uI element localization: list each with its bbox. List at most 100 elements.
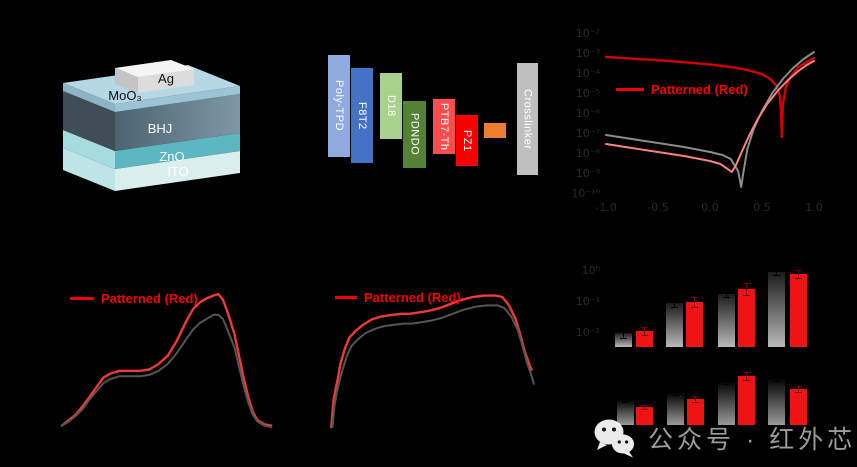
curve-patterned	[330, 294, 533, 429]
error-cap	[795, 278, 802, 280]
x-tick-label: 0.5	[753, 201, 771, 214]
curve-patterned	[60, 292, 273, 427]
curve-control-dark	[605, 51, 815, 188]
energy-bar-label: Crosslinker	[521, 88, 534, 150]
curve-patterned-dark	[605, 60, 815, 173]
error-bar	[776, 268, 777, 275]
device-layer-label-zno: ZnO	[159, 149, 184, 164]
y-tick-label: 10⁻²	[575, 326, 600, 339]
error-cap	[641, 334, 648, 336]
error-cap	[743, 379, 750, 381]
spectral-plot: Patterned (Red)	[290, 240, 570, 467]
energy-bar-label: D18	[385, 95, 397, 117]
spectral-plot-svg	[330, 294, 535, 429]
error-cap	[641, 405, 648, 407]
jv-legend: Patterned (Red)	[616, 82, 748, 97]
bar-patterned-3	[738, 289, 755, 347]
error-bar	[746, 283, 747, 296]
energy-bar-crosslinker-swatch	[484, 123, 506, 138]
bar-chart-host: 10⁰ 10⁻¹ 10⁻²	[560, 235, 857, 467]
bar-charts: 10⁰ 10⁻¹ 10⁻²	[560, 235, 857, 467]
error-cap	[671, 306, 678, 308]
moo3-left-face	[63, 83, 115, 112]
error-cap	[620, 328, 627, 330]
bar-patterned-2-4	[790, 389, 807, 425]
x-tick-label: 0.0	[701, 201, 719, 214]
y-tick-label: 10⁻⁴	[576, 67, 601, 80]
bar-control-3	[718, 293, 735, 347]
device-stack-drawing: Ag MoO₃ BHJ ZnO ITO	[63, 60, 240, 191]
x-tick-label: 1.0	[805, 201, 823, 214]
error-bar	[623, 328, 624, 339]
energy-bar-poly-tpd: Poly-TPD	[328, 55, 350, 157]
error-cap	[773, 274, 780, 276]
error-cap	[795, 386, 802, 388]
bar-control-2-3	[718, 382, 735, 425]
error-bar	[644, 405, 645, 410]
y-tick-label: 10⁻⁵	[576, 87, 600, 100]
curve-patterned-light	[604, 55, 816, 139]
y-tick-label: 10⁻⁹	[576, 167, 600, 180]
energy-bars-host: Poly-TPD F8T2 D18 PDNDO PTB7-Th PZ1 Crosslinke…	[300, 20, 560, 220]
y-tick-label: 10⁻³	[576, 47, 600, 60]
error-cap	[743, 295, 750, 297]
curve-control	[60, 313, 273, 428]
error-cap	[620, 338, 627, 340]
y-tick-label: 10⁻¹⁰	[571, 187, 600, 200]
wechat-icon	[594, 419, 634, 458]
error-cap	[672, 394, 679, 396]
legend-line	[335, 296, 357, 299]
error-cap	[692, 395, 699, 397]
energy-bar-label: Poly-TPD	[333, 80, 345, 132]
bhj-left-face	[63, 91, 115, 151]
y-tick-label: 10⁻¹	[575, 295, 600, 308]
energy-bar-pz1: PZ1	[456, 115, 478, 166]
energy-bar-d18: D18	[380, 73, 402, 139]
energy-level-diagram: Poly-TPD F8T2 D18 PDNDO PTB7-Th PZ1 Crosslinke…	[300, 20, 560, 220]
error-bar	[798, 386, 799, 393]
error-cap	[641, 326, 648, 328]
error-bar	[726, 290, 727, 297]
energy-bar-crosslinker: Crosslinker	[517, 63, 538, 175]
y-tick-label: 10⁻⁸	[576, 147, 601, 160]
energy-bar-pdndo: PDNDO	[403, 101, 426, 168]
legend-line	[70, 297, 94, 300]
ito-front-face	[115, 151, 240, 191]
jv-plot: -1.0 -0.5 0.0 0.5 1.0 10⁻² 10⁻³ 10⁻⁴ 10⁻⁵ 10⁻⁶ 10⁻…	[560, 0, 857, 230]
error-cap	[723, 380, 730, 382]
legend-label: Patterned (Red)	[651, 82, 748, 97]
error-bar	[695, 395, 696, 402]
energy-bar-label: PTB7-Th	[438, 102, 450, 151]
y-tick-label: 10⁻⁶	[576, 107, 601, 120]
energy-bar-f8t2: F8T2	[351, 68, 373, 163]
energy-bar-ptb7-th: PTB7-Th	[433, 99, 455, 154]
error-cap	[723, 384, 730, 386]
error-cap	[641, 409, 648, 411]
error-bar	[644, 326, 645, 335]
error-cap	[795, 392, 802, 394]
device-structure-diagram: Ag MoO₃ BHJ ZnO ITO	[40, 50, 255, 200]
energy-bar-label: PDNDO	[408, 113, 421, 156]
eqe-plot-svg	[60, 292, 273, 428]
error-cap	[691, 306, 698, 308]
bar-control-2-4	[768, 379, 785, 425]
bar-control-2-1	[617, 400, 634, 425]
bhj-front-face	[115, 94, 240, 151]
ito-left-face	[63, 148, 115, 191]
watermark-text: 公众号 · 红外芯闻	[648, 426, 857, 454]
device-layer-label-moo3: MoO₃	[108, 88, 141, 103]
error-bar	[674, 298, 675, 307]
spectral-legend: Patterned (Red)	[335, 290, 461, 305]
moo3-front-face	[115, 86, 240, 112]
bar-patterned-1	[636, 330, 653, 347]
bar-patterned-2-3	[738, 375, 755, 425]
curve-control	[331, 304, 535, 429]
zno-left-face	[63, 130, 115, 169]
error-bar	[625, 398, 626, 403]
error-cap	[723, 290, 730, 292]
error-cap	[671, 298, 678, 300]
bar-control-4	[768, 271, 785, 347]
error-cap	[691, 296, 698, 298]
error-bar	[776, 377, 777, 381]
